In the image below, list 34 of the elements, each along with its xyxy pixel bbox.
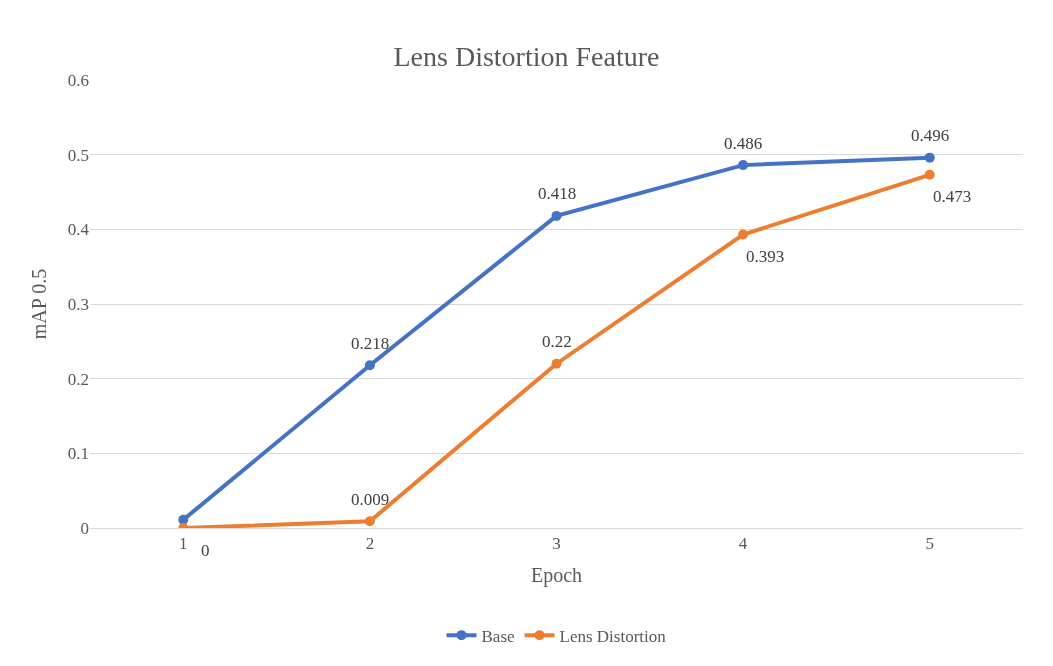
x-tick-label: 5 — [925, 534, 934, 554]
point — [551, 358, 562, 369]
y-tick-label: 0.6 — [67, 70, 89, 90]
point — [924, 152, 935, 163]
point — [738, 160, 749, 171]
point — [924, 169, 935, 180]
data-label: 0.218 — [351, 334, 390, 353]
data-label: 0.496 — [911, 126, 950, 145]
y-tick-label: 0.5 — [67, 145, 89, 165]
data-label: 0.009 — [351, 490, 390, 509]
data-label: 0.473 — [933, 187, 972, 206]
data-label: 0 — [201, 541, 210, 560]
point — [364, 516, 375, 527]
y-tick-label: 0.1 — [67, 444, 89, 464]
chart-title: Lens Distortion Feature — [393, 41, 660, 73]
data-label: 0.418 — [538, 184, 577, 203]
x-tick-label: 4 — [738, 534, 748, 554]
data-label: 0.486 — [724, 134, 763, 153]
x-tick-label: 2 — [365, 534, 375, 554]
point — [738, 229, 749, 240]
y-tick-label: 0 — [80, 518, 89, 538]
x-tick-label: 1 — [179, 534, 188, 554]
x-tick-label: 3 — [552, 534, 561, 554]
legend-label: Lens Distortion — [559, 626, 667, 646]
legend-label: Base — [481, 626, 515, 646]
y-tick-label: 0.3 — [67, 294, 89, 314]
point — [551, 210, 562, 221]
y-axis-title: mAP 0.5 — [28, 268, 51, 340]
data-label: 0.393 — [746, 247, 785, 266]
y-tick-label: 0.4 — [67, 220, 90, 240]
y-tick-label: 0.2 — [67, 369, 89, 389]
point — [364, 360, 375, 371]
x-axis-title: Epoch — [530, 563, 583, 587]
data-label: 0.22 — [542, 332, 572, 351]
